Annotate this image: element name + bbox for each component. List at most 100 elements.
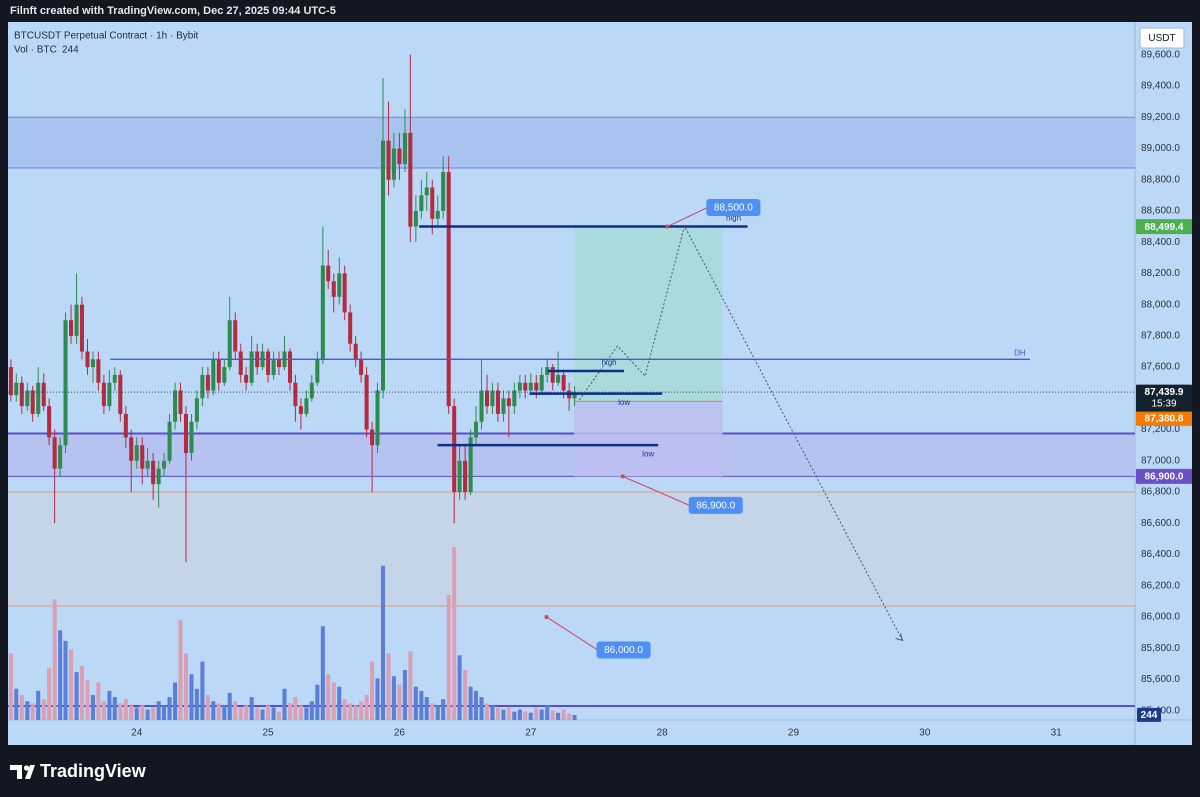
volume-bar [145, 709, 150, 720]
candle-body [561, 374, 566, 391]
candle-body [140, 445, 145, 469]
x-tick-label: 25 [263, 728, 275, 739]
candle-body [309, 382, 314, 399]
candle-body [468, 437, 473, 493]
x-tick-label: 31 [1051, 728, 1063, 739]
candle-body [490, 390, 495, 407]
x-tick-label: 24 [131, 728, 143, 739]
y-tick-label: 88,600.0 [1141, 206, 1180, 217]
legend-volume: Vol · BTC [14, 45, 57, 56]
y-tick-label: 86,800.0 [1141, 487, 1180, 498]
volume-bar [58, 630, 63, 720]
volume-badge-bg [1137, 707, 1161, 722]
candle-body [315, 359, 320, 383]
x-tick-label: 28 [657, 728, 669, 739]
candle-body [233, 320, 238, 352]
brand-logo [25, 765, 35, 779]
candle-body [479, 390, 484, 422]
candle-body [501, 398, 506, 414]
volume-bar [391, 676, 396, 720]
candle-body [441, 171, 446, 211]
candle-body [512, 390, 517, 407]
candle-body [342, 273, 347, 313]
volume-bar [561, 709, 566, 720]
countdown: 15:39 [1151, 399, 1176, 410]
target-badge: 88,499.4 [1145, 222, 1184, 233]
candle-body [8, 367, 13, 396]
volume-bar [463, 669, 468, 720]
candle-body [14, 382, 19, 396]
candle-body [238, 351, 243, 375]
callout-connector [622, 475, 690, 506]
volume-bar [41, 699, 46, 720]
candle-body [211, 359, 216, 391]
volume-bar [249, 697, 254, 720]
currency-box[interactable] [1139, 27, 1185, 49]
volume-bar [517, 709, 522, 720]
volume-bar [337, 686, 342, 720]
candle-body [353, 343, 358, 360]
volume-bar [452, 547, 457, 720]
candle-body [348, 312, 353, 344]
volume-bar [408, 651, 413, 720]
volume-bar [348, 703, 353, 720]
volume-bar [266, 705, 271, 720]
candle-body [534, 382, 539, 391]
volume-bar [238, 707, 243, 720]
candle-body [556, 374, 561, 383]
candle-body [134, 445, 139, 461]
volume-bar [255, 707, 260, 720]
volume-bar [260, 709, 265, 720]
volume-bar [556, 712, 561, 720]
candle-body [359, 359, 364, 375]
volume-bar [134, 707, 139, 720]
volume-bar [424, 697, 429, 720]
level-label: low [642, 449, 654, 458]
candle-body [79, 304, 84, 352]
candle-body [200, 374, 205, 399]
candle-body [162, 460, 167, 469]
volume-bar [244, 705, 249, 720]
volume-bar [222, 705, 227, 720]
volume-bar [276, 711, 281, 720]
y-tick-label: 88,400.0 [1141, 237, 1180, 248]
candle-body [123, 413, 128, 438]
candle-body [413, 210, 418, 227]
volume-bar [36, 690, 41, 720]
candle-body [523, 382, 528, 391]
volume-bar [320, 626, 325, 720]
volume-bar [30, 703, 35, 720]
volume-bar [375, 678, 380, 720]
position-stop-zone [574, 401, 723, 477]
candle-body [96, 359, 101, 383]
volume-bar [495, 707, 500, 720]
volume-bar [211, 701, 216, 720]
volume-bar [216, 703, 221, 720]
candle-body [101, 382, 106, 407]
volume-bar [167, 697, 172, 720]
volume-bar [567, 713, 572, 720]
candle-body [271, 359, 276, 375]
volume-bar [331, 682, 336, 720]
dh-label: DH [1014, 348, 1026, 357]
candle-body [435, 210, 440, 219]
price-axis [1135, 22, 1192, 745]
time-axis [8, 720, 1135, 745]
volume-bar [326, 674, 331, 720]
y-tick-label: 89,200.0 [1141, 112, 1180, 123]
candle-body [457, 460, 462, 493]
y-tick-label: 87,600.0 [1141, 362, 1180, 373]
volume-bar [173, 682, 178, 720]
volume-bar [402, 669, 407, 720]
currency[interactable]: USDT [1148, 33, 1175, 44]
callout-connector [667, 207, 708, 228]
candle-body [320, 265, 325, 360]
volume-bar [194, 688, 199, 720]
y-tick-label: 86,600.0 [1141, 518, 1180, 529]
volume-bar [512, 711, 517, 720]
volume-bar [227, 692, 232, 720]
candle-body [408, 132, 413, 227]
volume-bar [271, 707, 276, 720]
